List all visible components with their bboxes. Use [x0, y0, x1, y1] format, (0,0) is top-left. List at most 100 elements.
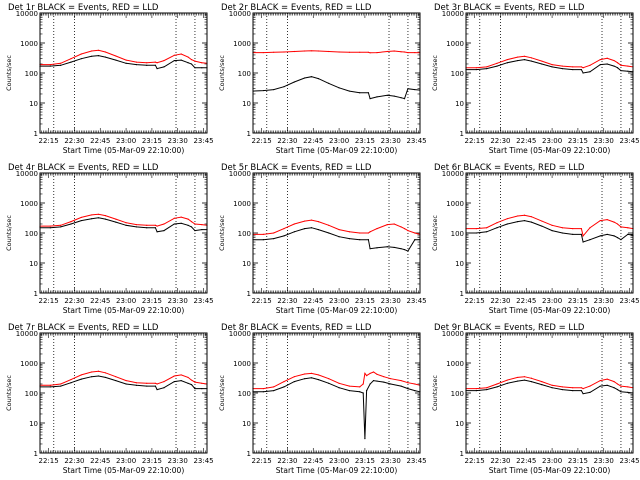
- y-tick-label: 1000: [446, 40, 464, 48]
- data-point-lld: [613, 380, 615, 383]
- y-axis-label: Counts/sec: [431, 215, 439, 251]
- data-point-events: [173, 59, 175, 62]
- x-tick-label: 23:45: [406, 457, 426, 465]
- data-point-lld: [541, 60, 543, 62]
- data-point-lld: [60, 62, 62, 64]
- series-line-lld: [253, 50, 421, 54]
- data-point-lld: [194, 60, 196, 62]
- x-tick-label: 23:00: [116, 297, 136, 305]
- panel-title: Det 2r BLACK = Events, RED = LLD: [221, 3, 372, 13]
- detector-panel: Det 7r BLACK = Events, RED = LLD 1 10 100 10…: [0, 320, 213, 480]
- data-point-events: [627, 70, 629, 72]
- data-point-lld: [154, 382, 156, 384]
- data-point-events: [606, 233, 608, 235]
- data-point-lld: [561, 227, 564, 229]
- data-point-lld: [390, 378, 392, 380]
- data-point-events: [506, 223, 508, 225]
- data-point-events: [616, 237, 619, 239]
- x-tick-label: 23:15: [355, 137, 375, 145]
- data-point-lld: [613, 59, 615, 62]
- data-point-lld: [135, 382, 138, 384]
- data-point-lld: [304, 220, 306, 222]
- data-point-events: [506, 382, 508, 384]
- data-point-events: [523, 219, 526, 222]
- y-tick-label: 10000: [16, 170, 38, 178]
- y-tick-label: 10: [29, 420, 38, 428]
- x-tick-label: 22:15: [252, 137, 272, 145]
- x-tick-label: 22:30: [277, 457, 297, 465]
- data-point-lld: [523, 376, 526, 378]
- data-point-events: [317, 228, 320, 231]
- panel-svg: Det 6r BLACK = Events, RED = LLD 1 10 100 10…: [431, 163, 639, 315]
- data-point-events: [606, 63, 608, 65]
- data-point-lld: [273, 386, 275, 388]
- data-point-events: [620, 70, 622, 72]
- y-tick-label: 100: [451, 70, 464, 78]
- data-point-events: [154, 227, 156, 229]
- x-tick-label: 22:45: [303, 137, 323, 145]
- data-point-lld: [572, 387, 574, 389]
- y-tick-label: 10000: [16, 330, 38, 338]
- x-axis-label: Start Time (05-Mar-09 22:10:00): [276, 466, 398, 475]
- data-point-lld: [551, 384, 553, 386]
- x-tick-label: 23:45: [193, 137, 213, 145]
- data-point-lld: [283, 380, 285, 383]
- y-tick-label: 10: [455, 420, 464, 428]
- data-point-lld: [517, 215, 519, 217]
- data-point-events: [154, 64, 156, 66]
- data-point-events: [407, 388, 409, 390]
- data-point-events: [328, 82, 330, 85]
- series-line-lld: [466, 376, 634, 390]
- data-point-lld: [517, 56, 519, 58]
- data-point-events: [91, 376, 93, 378]
- data-point-events: [620, 239, 622, 241]
- data-point-lld: [293, 223, 295, 225]
- data-point-lld: [359, 232, 361, 234]
- x-tick-label: 23:30: [594, 137, 614, 145]
- data-point-lld: [582, 67, 584, 69]
- plot-frame: [252, 172, 421, 294]
- y-tick-label: 1000: [446, 200, 464, 208]
- x-tick-label: 22:45: [90, 457, 110, 465]
- series-line-lld: [466, 55, 634, 69]
- x-tick-label: 22:45: [90, 137, 110, 145]
- data-point-lld: [606, 378, 608, 380]
- data-point-events: [551, 230, 553, 232]
- x-tick-label: 23:00: [542, 457, 562, 465]
- data-point-lld: [366, 375, 368, 377]
- y-tick-label: 100: [238, 70, 251, 78]
- data-point-lld: [400, 51, 402, 53]
- data-point-lld: [616, 62, 619, 64]
- data-point-events: [372, 379, 375, 382]
- x-tick-label: 22:30: [490, 137, 510, 145]
- data-point-lld: [582, 235, 584, 237]
- detector-panel: Det 1r BLACK = Events, RED = LLD 1 10 100 10…: [0, 0, 213, 160]
- series-line-events: [40, 55, 207, 70]
- data-point-events: [386, 94, 388, 96]
- data-point-lld: [80, 216, 82, 219]
- data-point-lld: [310, 219, 313, 221]
- data-point-lld: [146, 382, 148, 384]
- panel-title: Det 7r BLACK = Events, RED = LLD: [8, 323, 159, 333]
- x-tick-label: 22:30: [64, 297, 84, 305]
- data-point-events: [348, 90, 351, 92]
- data-point-lld: [620, 64, 622, 66]
- y-tick-label: 100: [451, 230, 464, 238]
- data-point-events: [572, 233, 574, 235]
- data-point-lld: [589, 385, 591, 387]
- data-point-events: [104, 56, 107, 58]
- data-point-lld: [317, 50, 320, 52]
- data-point-lld: [125, 222, 127, 224]
- panel-title: Det 3r BLACK = Events, RED = LLD: [434, 3, 585, 13]
- data-point-lld: [70, 220, 72, 223]
- data-point-events: [273, 238, 275, 240]
- x-tick-label: 23:00: [329, 297, 349, 305]
- data-point-lld: [496, 383, 498, 385]
- x-axis-label: Start Time (05-Mar-09 22:10:00): [63, 306, 185, 315]
- data-point-lld: [156, 62, 158, 64]
- data-point-events: [496, 227, 498, 229]
- y-tick-label: 10: [29, 100, 38, 108]
- y-tick-label: 1: [460, 130, 464, 138]
- data-point-events: [115, 221, 117, 223]
- data-point-lld: [262, 233, 264, 235]
